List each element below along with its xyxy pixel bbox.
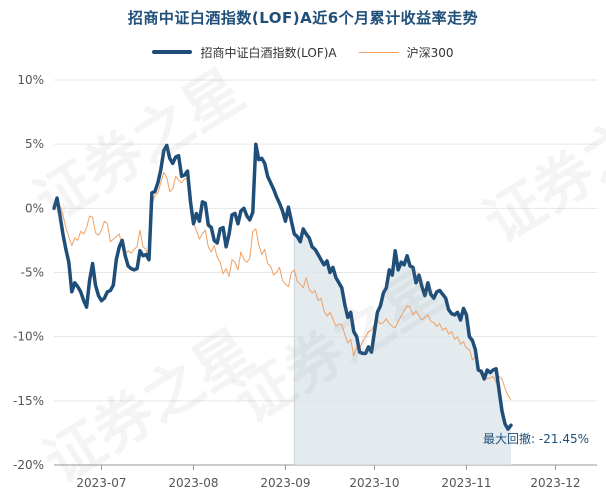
max-drawdown-annotation: 最大回撤: -21.45% [483, 431, 589, 446]
y-tick-label-0: 10% [17, 73, 44, 87]
drawdown-area [294, 228, 511, 465]
chart-title: 招商中证白酒指数(LOF)A近6个月累计收益率走势 [127, 9, 479, 27]
x-tick-label-5: 2023-12 [530, 476, 580, 490]
x-tick-label-1: 2023-08 [168, 476, 218, 490]
y-tick-label-6: -20% [13, 458, 44, 472]
y-tick-label-1: 5% [25, 137, 44, 151]
y-tick-label-5: -15% [13, 394, 44, 408]
x-tick-label-4: 2023-11 [441, 476, 491, 490]
legend: 招商中证白酒指数(LOF)A 沪深300 [0, 42, 606, 62]
legend-label-fund: 招商中证白酒指数(LOF)A [200, 45, 337, 60]
y-tick-label-2: 0% [25, 201, 44, 215]
y-tick-label-3: -5% [21, 266, 44, 280]
series-line-index [53, 171, 512, 400]
x-tick-label-2: 2023-09 [260, 476, 310, 490]
legend-item-index[interactable]: 沪深300 [358, 44, 454, 61]
legend-swatch-fund [152, 50, 193, 54]
x-tick-label-3: 2023-10 [349, 476, 399, 490]
series-line-fund [52, 142, 513, 431]
x-tick-label-0: 2023-07 [76, 476, 126, 490]
y-tick-label-4: -10% [13, 330, 44, 344]
legend-item-fund[interactable]: 招商中证白酒指数(LOF)A [152, 44, 337, 61]
legend-label-index: 沪深300 [406, 45, 454, 60]
legend-swatch-index [358, 51, 399, 53]
